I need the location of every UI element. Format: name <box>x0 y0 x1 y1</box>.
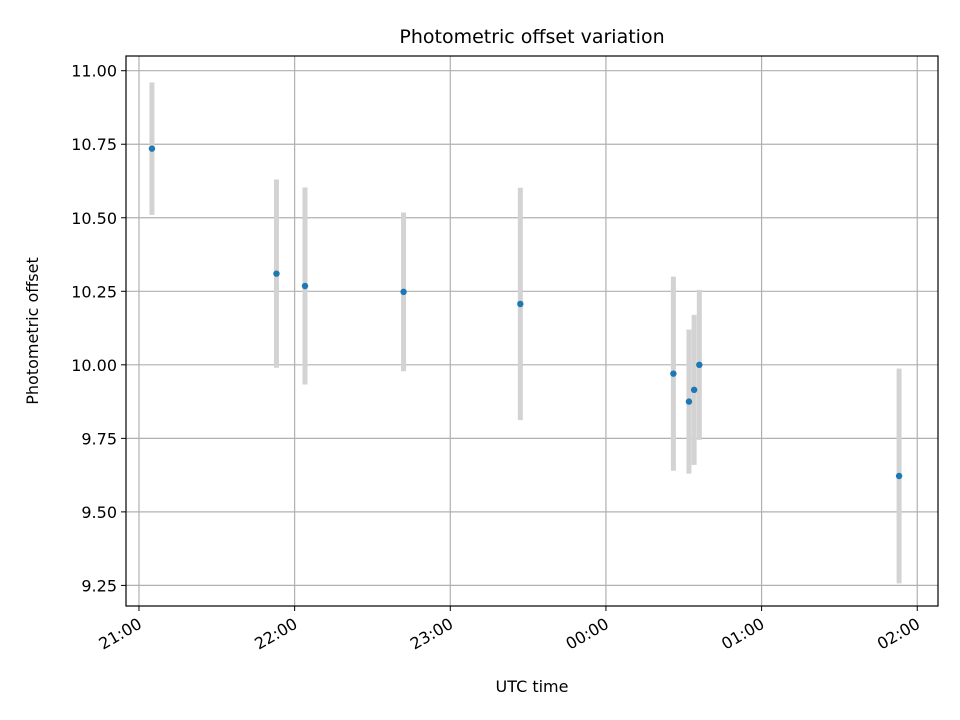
data-point <box>517 300 524 308</box>
chart-title: Photometric offset variation <box>399 26 664 48</box>
data-point <box>895 472 903 480</box>
y-tick-label: 10.00 <box>71 356 117 375</box>
x-axis: 21:00 22:00 23:00 00:00 01:00 02:00 <box>96 606 923 654</box>
data-point <box>148 145 156 152</box>
plot-frame <box>125 55 939 607</box>
y-axis-label: Photometric offset <box>23 257 42 405</box>
y-tick-label: 10.50 <box>71 209 117 228</box>
x-tick-label: 02:00 <box>874 614 923 654</box>
y-tick-label: 10.75 <box>71 135 117 154</box>
y-tick-label: 9.50 <box>81 503 117 522</box>
x-tick-label: 23:00 <box>407 614 456 654</box>
data-point <box>273 270 280 277</box>
y-tick-label: 10.25 <box>71 282 117 301</box>
x-tick-label: 22:00 <box>251 614 300 654</box>
x-tick-label: 21:00 <box>96 614 145 654</box>
x-tick-label: 00:00 <box>563 614 612 654</box>
x-tick-label: 01:00 <box>718 614 767 654</box>
x-axis-label: UTC time <box>496 677 569 696</box>
data-point <box>670 370 677 377</box>
grid <box>126 56 938 606</box>
data-point <box>690 386 698 394</box>
data-point <box>400 288 407 296</box>
y-tick-label: 9.25 <box>81 576 117 595</box>
y-axis: 9.25 9.50 9.75 10.00 10.25 10.50 10.75 11.00 <box>71 62 126 595</box>
y-tick-label: 11.00 <box>71 62 117 81</box>
data-points <box>148 145 903 480</box>
error-bars <box>149 82 902 584</box>
data-point <box>696 361 703 369</box>
y-tick-label: 9.75 <box>81 429 117 448</box>
data-point <box>301 282 309 290</box>
data-point <box>685 398 693 405</box>
